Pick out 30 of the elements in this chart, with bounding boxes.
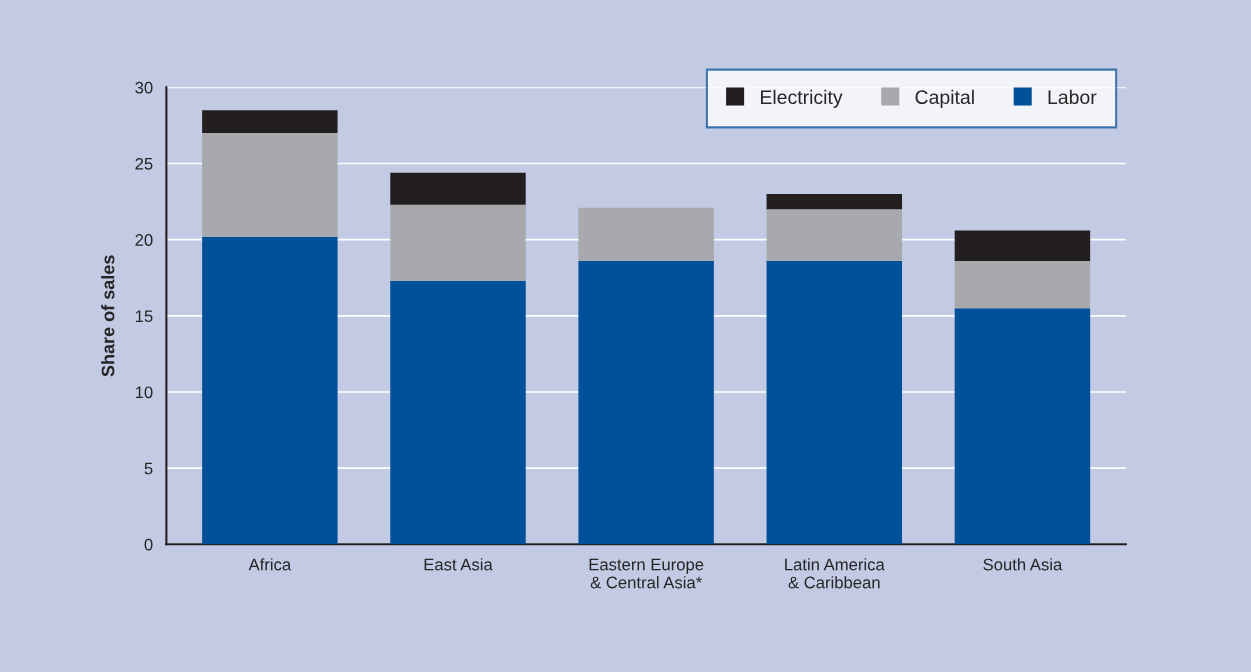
bar <box>390 280 526 545</box>
x-tick-label: East Asia <box>424 558 493 571</box>
y-tick-label: 5 <box>144 462 153 475</box>
bar <box>390 204 526 281</box>
legend-label: Capital <box>915 89 974 108</box>
bar <box>766 209 903 261</box>
bar <box>766 193 903 210</box>
bar <box>390 172 526 205</box>
y-tick-label: 25 <box>135 157 153 170</box>
y-tick-label: 20 <box>135 234 153 246</box>
bar <box>202 110 338 134</box>
bar <box>202 236 338 545</box>
legend-label: Labor <box>1048 89 1097 105</box>
bar <box>578 261 714 545</box>
y-tick-label: 10 <box>135 386 153 399</box>
y-tick-label: 30 <box>135 81 153 94</box>
x-tick-label: Latin America & Caribbean <box>785 558 885 589</box>
x-tick-label: Eastern Europe & Central Asia* <box>589 558 704 589</box>
y-tick-label: 0 <box>144 538 153 551</box>
x-tick-label: South Asia <box>983 558 1063 571</box>
bar <box>954 308 1091 545</box>
legend-label: Electricity <box>761 89 843 108</box>
bar <box>954 230 1091 261</box>
y-axis-title: Share of sales <box>101 255 115 377</box>
bar <box>954 261 1091 309</box>
y-tick-label: 15 <box>135 310 153 323</box>
bar <box>202 133 338 237</box>
x-tick-label: Africa <box>248 558 292 571</box>
bar <box>578 207 714 261</box>
bar <box>766 261 903 545</box>
